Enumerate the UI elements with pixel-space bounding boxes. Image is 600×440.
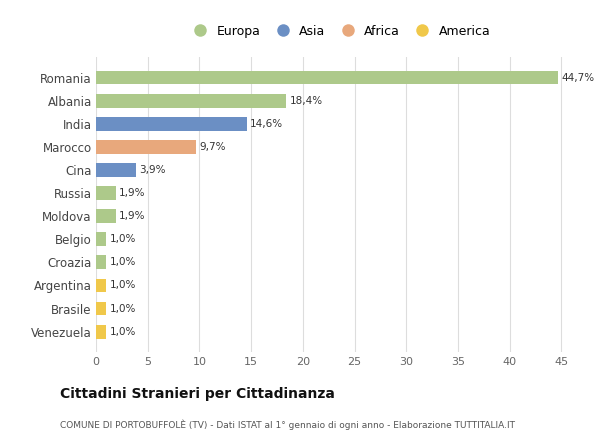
Bar [96,302,106,315]
Bar [96,94,286,107]
Bar [96,232,106,246]
Legend: Europa, Asia, Africa, America: Europa, Asia, Africa, America [185,22,493,40]
Text: 1,0%: 1,0% [109,304,136,314]
Text: 1,0%: 1,0% [109,257,136,268]
Text: 14,6%: 14,6% [250,119,283,129]
Bar [96,256,106,269]
Bar [96,117,247,131]
Text: 3,9%: 3,9% [139,165,166,175]
Text: Cittadini Stranieri per Cittadinanza: Cittadini Stranieri per Cittadinanza [60,387,335,401]
Text: 1,0%: 1,0% [109,326,136,337]
Bar [96,140,196,154]
Bar [96,186,116,200]
Bar [96,163,136,177]
Text: 1,0%: 1,0% [109,234,136,244]
Text: 1,0%: 1,0% [109,280,136,290]
Text: 44,7%: 44,7% [562,73,595,83]
Bar [96,209,116,223]
Bar [96,70,558,84]
Text: 18,4%: 18,4% [289,95,322,106]
Text: COMUNE DI PORTOBUFFOLÈ (TV) - Dati ISTAT al 1° gennaio di ogni anno - Elaborazio: COMUNE DI PORTOBUFFOLÈ (TV) - Dati ISTAT… [60,419,515,430]
Bar [96,279,106,293]
Text: 9,7%: 9,7% [199,142,226,152]
Text: 1,9%: 1,9% [119,211,145,221]
Bar [96,325,106,339]
Text: 1,9%: 1,9% [119,188,145,198]
